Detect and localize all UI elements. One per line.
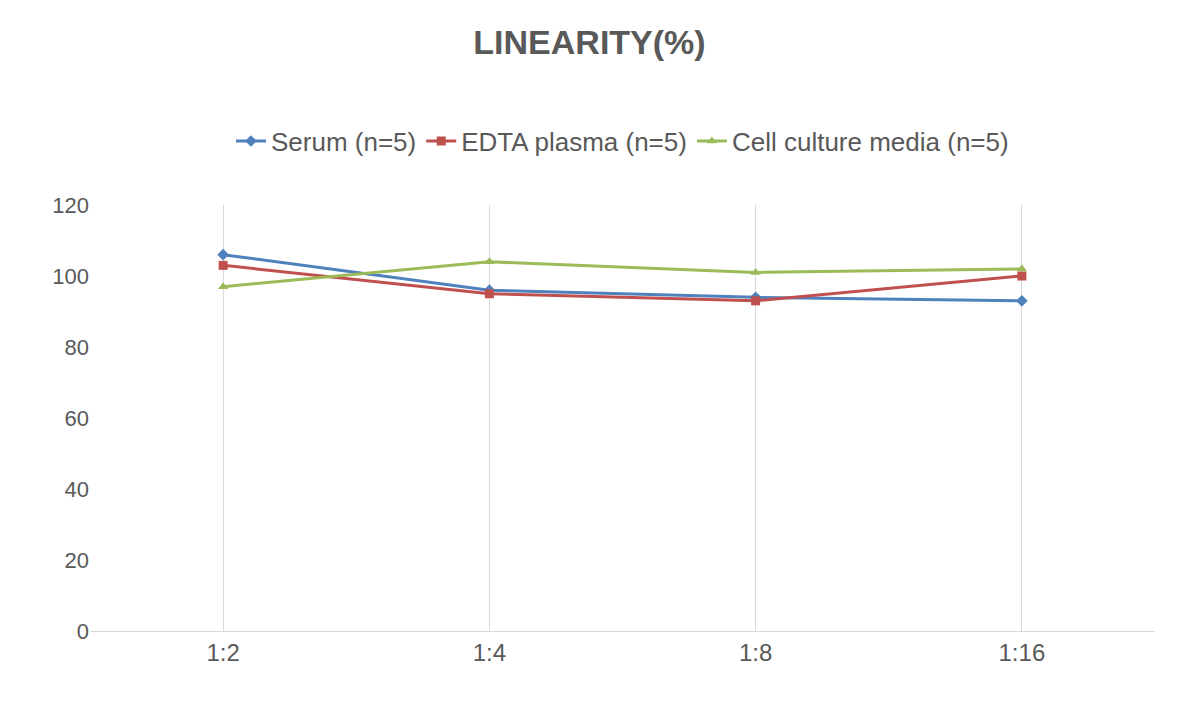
svg-text:100: 100 <box>52 264 89 289</box>
svg-text:0: 0 <box>77 619 89 644</box>
svg-text:1:16: 1:16 <box>999 639 1046 666</box>
svg-text:60: 60 <box>65 406 89 431</box>
svg-text:1:2: 1:2 <box>206 639 239 666</box>
svg-text:Cell culture media (n=5): Cell culture media (n=5) <box>732 127 1009 157</box>
svg-text:EDTA plasma (n=5): EDTA plasma (n=5) <box>461 127 687 157</box>
svg-text:40: 40 <box>65 477 89 502</box>
svg-text:Serum (n=5): Serum (n=5) <box>271 127 416 157</box>
svg-text:80: 80 <box>65 335 89 360</box>
svg-text:20: 20 <box>65 548 89 573</box>
svg-text:LINEARITY(%): LINEARITY(%) <box>473 23 705 61</box>
svg-text:1:4: 1:4 <box>473 639 506 666</box>
svg-text:1:8: 1:8 <box>739 639 772 666</box>
svg-text:120: 120 <box>52 193 89 218</box>
